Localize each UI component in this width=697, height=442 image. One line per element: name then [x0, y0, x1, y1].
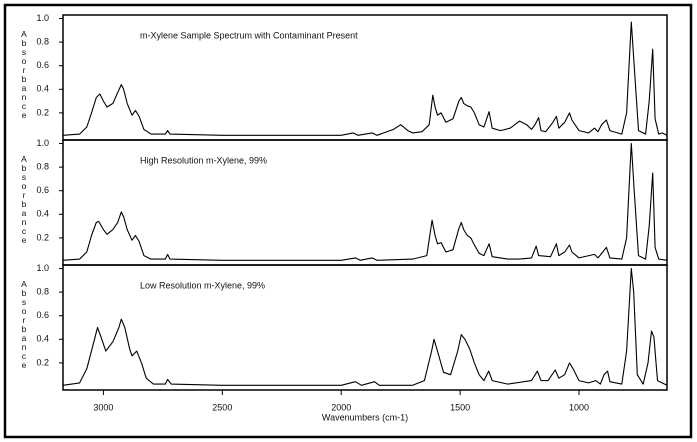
y-axis-label: Absorbance — [19, 29, 29, 119]
y-tick-label: 0.2 — [36, 107, 49, 117]
spectrum-line — [62, 142, 668, 261]
y-tick-label: 0.8 — [36, 36, 49, 46]
x-tick-label: 1000 — [569, 402, 589, 412]
y-tick-label: 1.0 — [36, 138, 49, 148]
y-tick-label: 1.0 — [36, 13, 49, 23]
y-tick-label: 0.2 — [36, 357, 49, 367]
outer-frame — [3, 3, 693, 439]
x-tick-label: 1500 — [450, 402, 470, 412]
y-tick-label: 0.6 — [36, 60, 49, 70]
y-tick-label: 1.0 — [36, 263, 49, 273]
y-axis-label: Absorbance — [19, 154, 29, 244]
panel-title: High Resolution m-Xylene, 99% — [140, 155, 267, 165]
y-tick-label: 0.4 — [36, 334, 49, 344]
panel-frame — [62, 264, 668, 391]
x-axis-label: Wavenumbers (cm-1) — [322, 412, 408, 422]
spectrum-line — [62, 267, 668, 386]
x-tick-label: 2000 — [331, 402, 351, 412]
y-tick-label: 0.8 — [36, 161, 49, 171]
panel-title: m-Xylene Sample Spectrum with Contaminan… — [140, 30, 358, 40]
spectrum-line — [62, 21, 668, 136]
y-tick-label: 0.6 — [36, 185, 49, 195]
x-tick-label: 3000 — [93, 402, 113, 412]
y-axis-label: Absorbance — [19, 279, 29, 369]
y-tick-label: 0.4 — [36, 209, 49, 219]
x-tick-label: 2500 — [212, 402, 232, 412]
panel-title: Low Resolution m-Xylene, 99% — [140, 280, 265, 290]
y-tick-label: 0.8 — [36, 286, 49, 296]
y-tick-label: 0.4 — [36, 84, 49, 94]
y-tick-label: 0.6 — [36, 310, 49, 320]
y-tick-label: 0.2 — [36, 232, 49, 242]
